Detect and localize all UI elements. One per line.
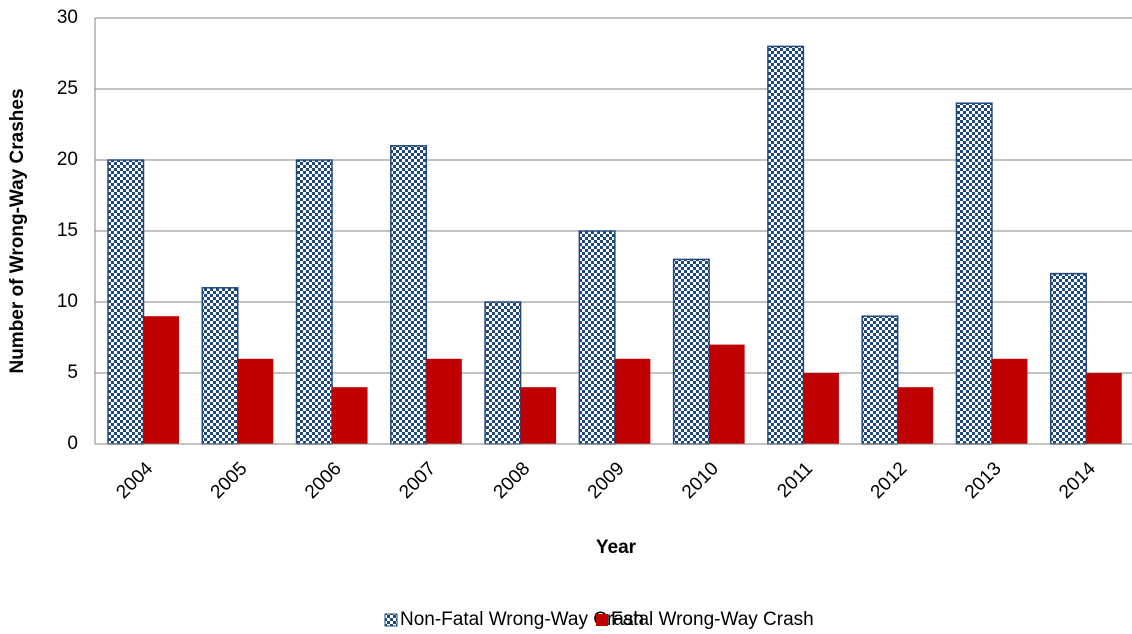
x-tick-label: 2005: [207, 458, 252, 503]
bar: [1049, 272, 1087, 445]
x-tick-label: 2012: [867, 458, 912, 503]
y-tick-label: 20: [57, 149, 78, 170]
y-tick-label: 0: [67, 433, 78, 454]
bar: [991, 358, 1028, 444]
legend-swatch: [384, 613, 398, 627]
x-tick-label: 2010: [678, 458, 723, 503]
bar: [578, 230, 616, 445]
bar: [426, 358, 462, 444]
bar: [767, 45, 805, 445]
x-tick-label: 2011: [773, 458, 817, 502]
bar: [520, 387, 557, 444]
bar: [201, 287, 239, 445]
bar: [143, 316, 179, 444]
bar: [484, 301, 522, 445]
y-tick-label: 30: [57, 7, 78, 28]
bar: [709, 344, 745, 444]
bar: [955, 102, 993, 445]
y-axis-title: Number of Wrong-Way Crashes: [7, 88, 28, 373]
bar: [897, 387, 934, 444]
x-axis-title: Year: [596, 537, 637, 558]
legend-label: Non-Fatal Wrong-Way Crash: [400, 609, 644, 630]
bar: [861, 315, 899, 445]
legend-swatch: [596, 614, 608, 626]
x-tick-label: 2014: [1055, 458, 1100, 503]
y-tick-label: 10: [57, 291, 78, 312]
bar: [1086, 373, 1122, 444]
bar: [332, 387, 368, 444]
y-tick-label: 15: [57, 220, 78, 241]
bar: [390, 145, 428, 445]
bar: [614, 358, 651, 444]
y-tick-label: 5: [67, 362, 78, 383]
x-tick-label: 2007: [395, 458, 440, 503]
bar: [107, 159, 145, 445]
bar: [803, 373, 839, 444]
bar: [237, 358, 274, 444]
x-tick-label: 2008: [490, 458, 535, 503]
x-tick-label: 2004: [112, 458, 157, 503]
x-tick-label: 2006: [301, 458, 346, 503]
y-tick-label: 25: [57, 78, 78, 99]
x-tick-label: 2009: [584, 458, 629, 503]
bar: [672, 258, 710, 445]
bar: [295, 159, 333, 445]
legend-label: Fatal Wrong-Way Crash: [611, 609, 814, 630]
x-tick-label: 2013: [961, 458, 1006, 503]
